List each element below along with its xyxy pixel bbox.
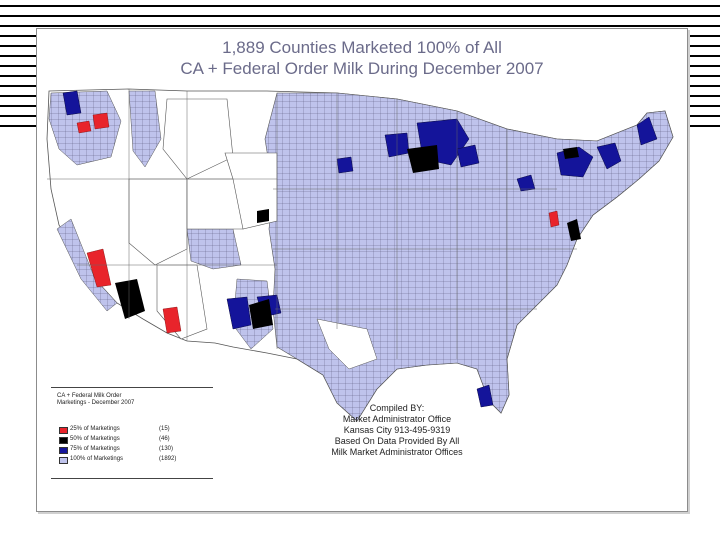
legend-item-50: 50% of Marketings (46): [59, 436, 209, 444]
west-white-states: [128, 98, 278, 340]
legend-item-100: 100% of Marketings (1892): [59, 456, 209, 464]
light-county-region-east: [264, 92, 674, 422]
legend-count: (1892): [159, 456, 177, 462]
legend-item-25: 25% of Marketings (15): [59, 426, 209, 434]
credits-line-5: Milk Market Administrator Offices: [331, 447, 463, 457]
light-county-region-idaho: [128, 90, 162, 168]
legend-item-75: 75% of Marketings (130): [59, 446, 209, 454]
light-county-region-texas-gap: [316, 318, 378, 370]
map-legend: CA + Federal Milk Order Marketings - Dec…: [51, 387, 213, 479]
map-credits: Compiled BY: Market Administrator Office…: [307, 403, 487, 458]
us-county-map: [46, 88, 674, 422]
credits-line-4: Based On Data Provided By All: [334, 436, 460, 446]
legend-swatch-light-blue: [59, 457, 68, 464]
legend-count: (46): [159, 436, 170, 442]
credits-line-1: Compiled BY:: [369, 403, 425, 413]
legend-swatch-red: [59, 427, 68, 434]
legend-title-line-1: CA + Federal Milk Order: [57, 393, 122, 399]
legend-label: 100% of Marketings: [70, 456, 124, 462]
legend-title-line-2: Marketings - December 2007: [57, 400, 135, 406]
legend-count: (130): [159, 446, 174, 452]
red-counties: [76, 112, 560, 334]
title-line-1: 1,889 Counties Marketed 100% of All: [222, 38, 502, 57]
legend-title: CA + Federal Milk Order Marketings - Dec…: [57, 393, 213, 407]
title-line-2: CA + Federal Order Milk During December …: [180, 59, 544, 78]
legend-label: 25% of Marketings: [70, 426, 120, 432]
map-frame: 1,889 Counties Marketed 100% of All CA +…: [36, 28, 688, 512]
legend-swatch-black: [59, 437, 68, 444]
map-title: 1,889 Counties Marketed 100% of All CA +…: [37, 37, 687, 79]
legend-label: 75% of Marketings: [70, 446, 120, 452]
legend-count: (15): [159, 426, 170, 432]
credits-line-3: Kansas City 913-495-9319: [343, 425, 451, 435]
black-counties: [115, 145, 581, 329]
credits-line-2: Market Administrator Office: [342, 414, 452, 424]
legend-swatch-dark-blue: [59, 447, 68, 454]
state-borders: [47, 89, 577, 359]
legend-label: 50% of Marketings: [70, 436, 120, 442]
